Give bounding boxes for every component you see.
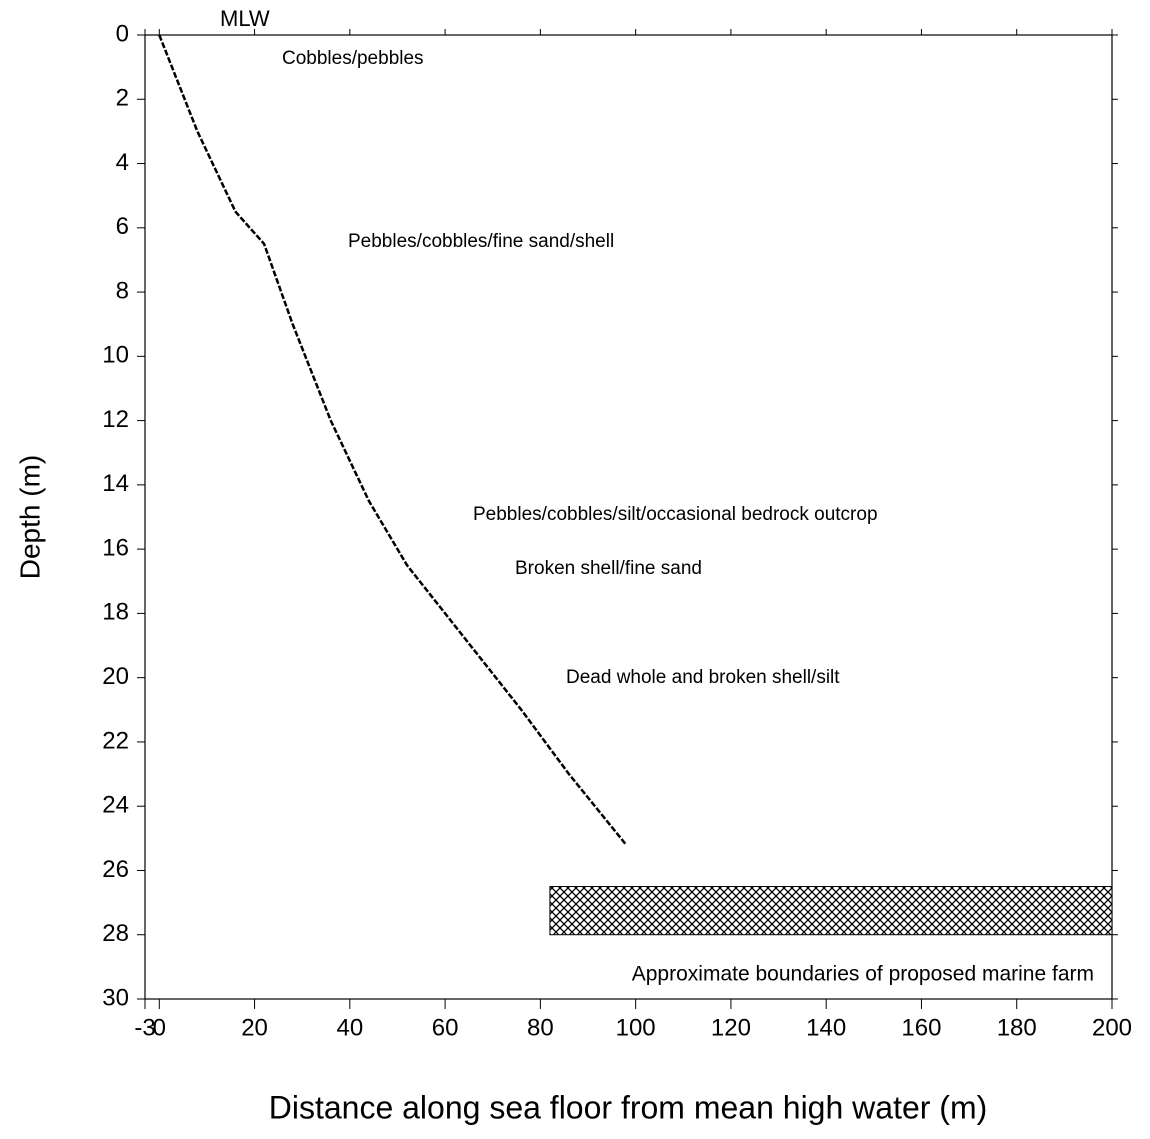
y-tick-label: 12 <box>102 406 129 433</box>
marine-farm <box>549 886 1113 936</box>
annotation: Dead whole and broken shell/silt <box>566 667 840 688</box>
y-tick-label: 26 <box>102 856 129 883</box>
x-tick-label: 140 <box>806 1014 846 1041</box>
y-tick-label: 14 <box>102 470 129 497</box>
x-tick-label: 80 <box>527 1014 554 1041</box>
x-tick-label: 60 <box>432 1014 459 1041</box>
x-tick-label: 20 <box>241 1014 268 1041</box>
annotation: MLW <box>220 6 270 31</box>
y-tick-label: 10 <box>102 342 129 369</box>
annotation: Pebbles/cobbles/silt/occasional bedrock … <box>473 504 878 525</box>
y-axis-title: Depth (m) <box>14 455 45 579</box>
y-tick-label: 24 <box>102 792 129 819</box>
y-tick-label: 2 <box>116 85 129 112</box>
annotation: Broken shell/fine sand <box>515 558 702 579</box>
y-tick-label: 20 <box>102 663 129 690</box>
y-tick-label: 18 <box>102 599 129 626</box>
profile-line <box>158 34 628 846</box>
x-tick-label: 180 <box>997 1014 1037 1041</box>
x-tick-label: 100 <box>616 1014 656 1041</box>
x-tick-label: 120 <box>711 1014 751 1041</box>
y-tick-label: 16 <box>102 534 129 561</box>
y-tick-label: 8 <box>116 277 129 304</box>
y-tick-label: 30 <box>102 984 129 1011</box>
x-tick-label: 0 <box>153 1014 166 1041</box>
x-tick-label: -3 <box>134 1014 155 1041</box>
y-tick-label: 6 <box>116 213 129 240</box>
x-axis-title: Distance along sea floor from mean high … <box>269 1089 988 1125</box>
y-tick-label: 0 <box>116 20 129 47</box>
y-tick-label: 4 <box>116 149 129 176</box>
plot-frame <box>144 34 1113 1000</box>
x-tick-label: 200 <box>1092 1014 1132 1041</box>
y-tick-label: 22 <box>102 727 129 754</box>
y-tick-label: 28 <box>102 920 129 947</box>
annotation: Cobbles/pebbles <box>282 48 424 69</box>
annotation: Pebbles/cobbles/fine sand/shell <box>348 231 614 252</box>
x-tick-label: 40 <box>336 1014 363 1041</box>
x-tick-label: 160 <box>901 1014 941 1041</box>
farm-label: Approximate boundaries of proposed marin… <box>632 963 1094 986</box>
